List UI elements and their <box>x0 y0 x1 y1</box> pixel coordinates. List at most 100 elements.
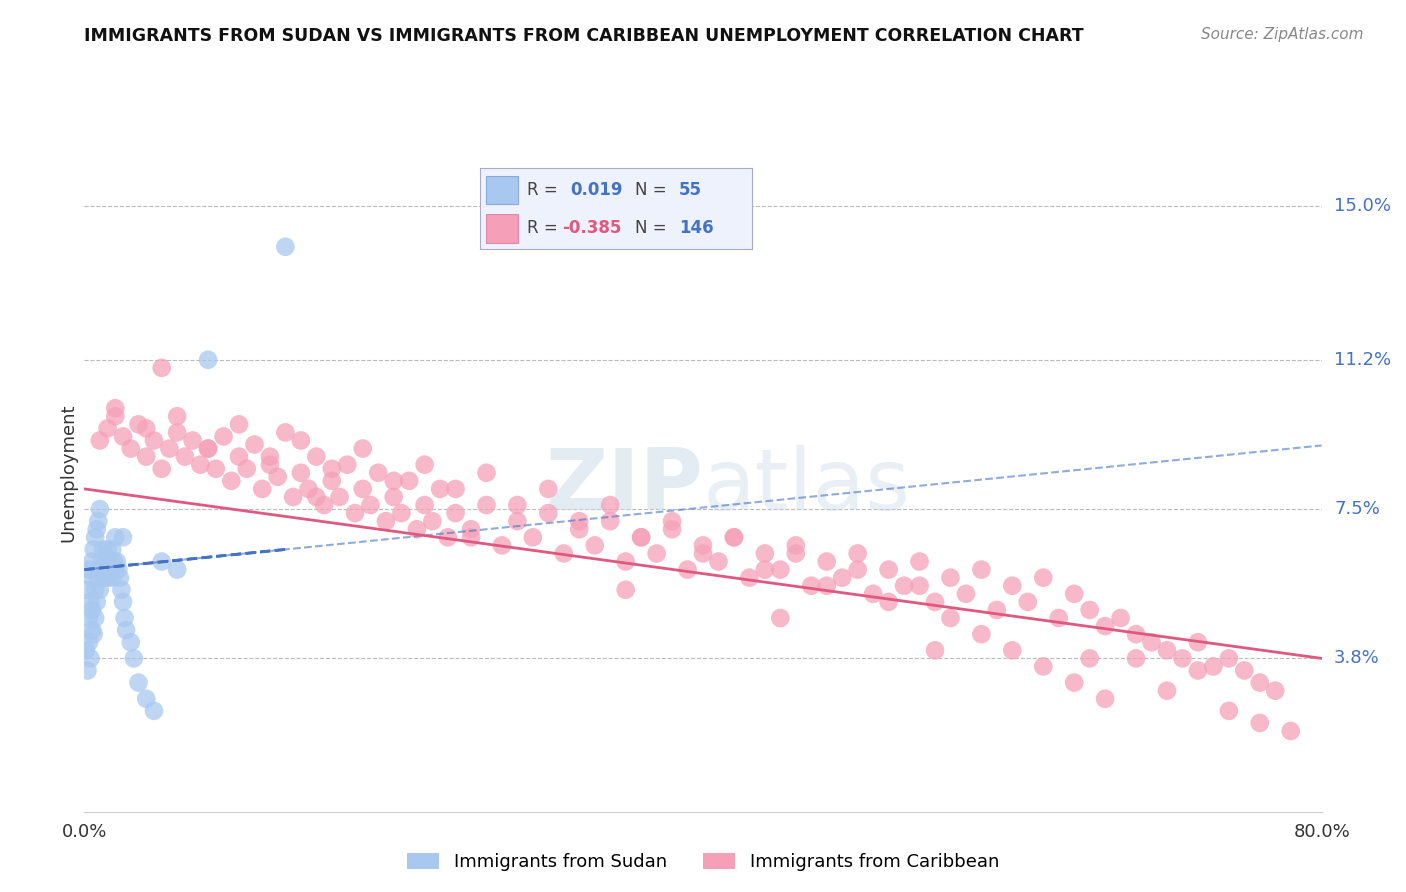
Point <box>846 546 869 560</box>
Point <box>83 542 105 557</box>
Point <box>1094 691 1116 706</box>
Point <box>444 506 467 520</box>
Point <box>692 538 714 552</box>
Point <box>475 466 498 480</box>
Point <box>1001 643 1024 657</box>
Point <box>174 450 197 464</box>
Point <box>1017 595 1039 609</box>
Point <box>343 506 366 520</box>
Point <box>1218 704 1240 718</box>
Point <box>219 474 242 488</box>
Text: 15.0%: 15.0% <box>1334 197 1391 216</box>
Point <box>877 563 900 577</box>
Point <box>405 522 427 536</box>
Point <box>422 514 444 528</box>
Point <box>267 470 290 484</box>
Point <box>738 571 761 585</box>
Point <box>1109 611 1132 625</box>
Point <box>150 461 173 475</box>
Point <box>205 461 228 475</box>
Point <box>107 563 129 577</box>
Point <box>506 514 529 528</box>
Text: R =: R = <box>527 181 557 199</box>
Point <box>475 498 498 512</box>
Point <box>127 417 149 432</box>
Point <box>754 563 776 577</box>
Point <box>360 498 382 512</box>
Point <box>460 530 482 544</box>
Point <box>769 563 792 577</box>
Point <box>181 434 204 448</box>
Text: 55: 55 <box>679 181 702 199</box>
Point <box>312 498 335 512</box>
Point <box>1264 683 1286 698</box>
Point <box>815 555 838 569</box>
Point <box>1140 635 1163 649</box>
Point <box>723 530 745 544</box>
Point <box>290 434 312 448</box>
Point <box>166 425 188 440</box>
Point <box>522 530 544 544</box>
Point <box>568 514 591 528</box>
Point <box>553 546 575 560</box>
Point <box>460 522 482 536</box>
Point <box>83 627 105 641</box>
Point <box>1094 619 1116 633</box>
Point <box>1063 675 1085 690</box>
Text: -0.385: -0.385 <box>562 219 621 237</box>
Point <box>79 595 101 609</box>
Point <box>290 466 312 480</box>
Text: IMMIGRANTS FROM SUDAN VS IMMIGRANTS FROM CARIBBEAN UNEMPLOYMENT CORRELATION CHAR: IMMIGRANTS FROM SUDAN VS IMMIGRANTS FROM… <box>84 27 1084 45</box>
Point <box>908 555 931 569</box>
Point <box>1001 579 1024 593</box>
Point <box>970 627 993 641</box>
Point <box>785 538 807 552</box>
Point <box>382 490 405 504</box>
FancyBboxPatch shape <box>485 176 519 204</box>
Point <box>374 514 398 528</box>
Point <box>104 563 127 577</box>
Point <box>135 691 157 706</box>
Point <box>1125 627 1147 641</box>
Point <box>212 429 235 443</box>
Point <box>76 582 98 597</box>
Point <box>159 442 180 456</box>
Point <box>112 429 135 443</box>
Point <box>1078 651 1101 665</box>
Point <box>100 555 122 569</box>
Point <box>908 579 931 593</box>
Point <box>661 514 683 528</box>
Point <box>986 603 1008 617</box>
Point <box>491 538 513 552</box>
Point <box>90 555 112 569</box>
Point <box>135 421 157 435</box>
Point <box>723 530 745 544</box>
Point <box>96 542 118 557</box>
Point <box>228 450 250 464</box>
Point <box>143 434 166 448</box>
Point <box>328 490 352 504</box>
Point <box>970 563 993 577</box>
Point <box>769 611 792 625</box>
Point <box>143 704 166 718</box>
Point <box>382 474 405 488</box>
Point <box>77 611 100 625</box>
Point <box>120 635 142 649</box>
Point <box>79 651 101 665</box>
Point <box>259 458 281 472</box>
Point <box>1233 664 1256 678</box>
Point <box>436 530 458 544</box>
Point <box>1032 571 1054 585</box>
Point <box>924 643 946 657</box>
Point <box>1063 587 1085 601</box>
FancyBboxPatch shape <box>485 214 519 243</box>
Text: atlas: atlas <box>703 445 911 528</box>
Point <box>893 579 915 593</box>
Point <box>259 450 281 464</box>
Point <box>89 582 111 597</box>
Point <box>84 582 107 597</box>
Point <box>166 409 188 424</box>
Point <box>91 571 114 585</box>
Point <box>630 530 652 544</box>
Point <box>87 571 110 585</box>
